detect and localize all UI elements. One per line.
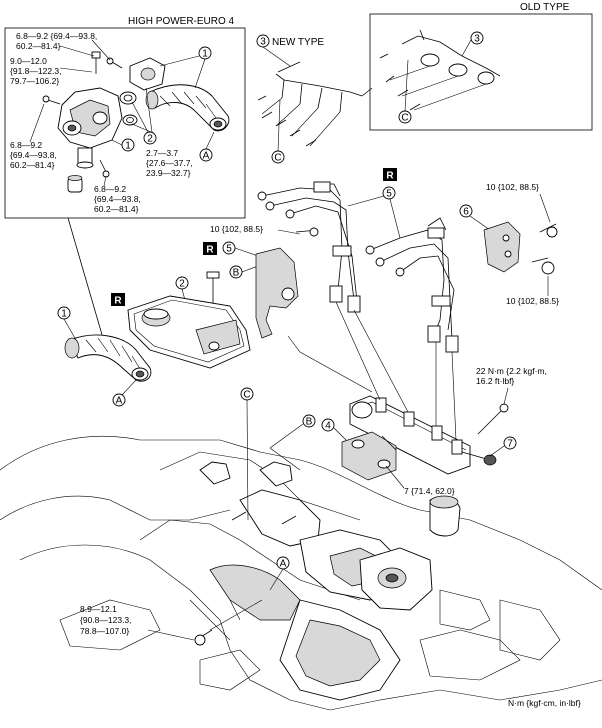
torque-label-4b: {27.6—37.7, [146,158,193,168]
svg-text:A: A [280,559,287,570]
callout-A-hose: A [116,396,123,407]
torque-label-5c: 60.2—81.4} [94,204,139,214]
callout-A-main: A [209,556,290,631]
torque-label-9a: 22 N·m {2.2 kgf·m, [476,366,547,376]
torque-label-11a: 8.9—12.1 [80,604,117,614]
water-outlet-illustration [119,57,166,126]
part-4-sensor: 4 7 {71.4, 62.0} [321,418,455,496]
torque-label-1a: 6.8—9.2 {69.4—93.8, [16,31,97,41]
torque-label-3a: 6.8—9.2 [10,140,42,150]
callout-C-old: C [401,113,408,124]
svg-text:R: R [386,171,394,182]
svg-text:6: 6 [463,207,469,218]
callout-1-inset-b: 1 [111,138,135,152]
thermostat-housing-illustration [42,51,123,193]
torque-label-5b: {69.4—93.8, [94,194,141,204]
callout-3-new: 3 [260,37,266,48]
units-legend: N·m {kgf·cm, in·lbf} [508,698,581,708]
svg-text:R: R [114,296,122,307]
svg-text:4: 4 [325,421,331,432]
common-rail: 7 22 N·m {2.2 kgf·m, 16.2 ft·lbf} [287,301,547,475]
replace-mark-cover: R [111,293,125,307]
callout-2-inset: 2 [131,87,157,145]
new-type-harness: 3 NEW TYPE C [256,34,373,164]
bottom-bolt: 8.9—12.1 {90.8—123.3, 78.8—107.0} [80,604,213,646]
svg-text:1: 1 [202,49,208,60]
part-1-hose: 1 A [57,306,152,407]
callout-C-new: C [274,153,281,164]
torque-label-11c: 78.8—107.0} [80,626,129,636]
new-type-title: NEW TYPE [272,37,324,48]
svg-text:2: 2 [179,279,185,290]
callout-B-main: B [269,414,316,471]
torque-label-4a: 2.7—3.7 [146,148,178,158]
injection-pipes: R 5 [257,168,459,353]
torque-label-2a: 9.0—12.0 [10,56,47,66]
torque-label-2c: 79.7—106.2} [10,76,59,86]
torque-label-4c: 23.9—32.7} [146,168,191,178]
torque-label-1b: 60.2—81.4} [16,41,61,51]
torque-label-2b: {91.8—122.3, [10,66,62,76]
replace-mark-bracket: R [203,242,217,256]
torque-label-8: 10 {102, 88.5} [210,224,263,234]
high-power-inset: HIGH POWER-EURO 4 [4,16,246,346]
svg-text:1: 1 [61,309,67,320]
callout-C-main: C [240,387,254,521]
callout-5-pipes: 5 [386,189,392,200]
svg-text:A: A [203,151,210,162]
engine-outline [0,435,602,711]
torque-label-5a: 6.8—9.2 [94,184,126,194]
old-type-inset: OLD TYPE 3 C [369,2,593,131]
part-2-cover: R 2 [111,271,251,369]
torque-label-3b: {69.4—93.8, [10,150,57,160]
torque-label-10: 7 {71.4, 62.0} [404,486,455,496]
svg-text:2: 2 [147,134,153,145]
callout-7: 7 [507,439,513,450]
svg-text:R: R [206,245,214,256]
high-power-title: HIGH POWER-EURO 4 [128,16,235,27]
torque-label-6: 10 {102, 88.5} [486,182,539,192]
old-type-title: OLD TYPE [520,2,570,13]
callout-1-inset-a: 1 [159,46,212,89]
replace-mark-top: R [383,168,397,182]
torque-label-11b: {90.8—123.3, [80,615,132,625]
torque-label-9b: 16.2 ft·lbf} [476,376,514,386]
bracket-6: 6 10 {102, 88.5} 10 {102, 88.5} [459,182,559,306]
svg-text:C: C [243,390,250,401]
radiator-hose-inset-illustration [145,84,230,132]
torque-label-7: 10 {102, 88.5} [506,296,559,306]
bracket-5: 10 {102, 88.5} R 5 B [203,224,319,339]
svg-text:1: 1 [125,141,131,152]
svg-text:B: B [306,417,313,428]
callout-5-bracket: 5 [226,244,232,255]
torque-label-3c: 60.2—81.4} [10,160,55,170]
callout-3-old: 3 [474,34,480,45]
callout-A-inset: A [199,131,215,162]
callout-B-bracket: B [233,268,240,279]
